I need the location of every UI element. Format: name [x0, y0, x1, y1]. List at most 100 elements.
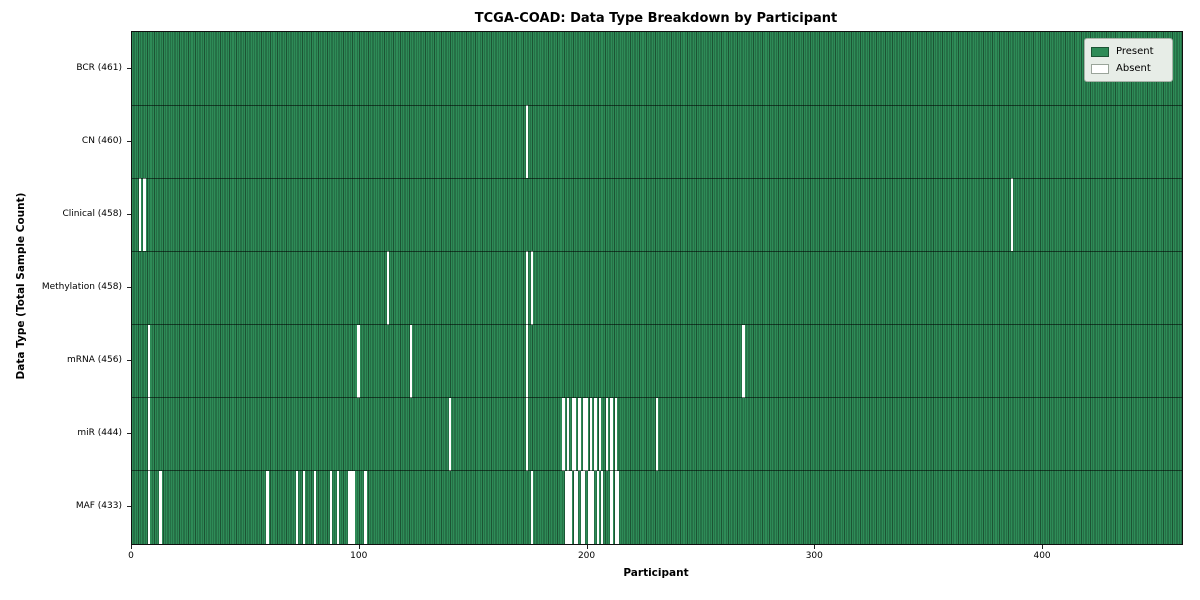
- x-tick-label: 200: [577, 551, 596, 561]
- y-tick-label: MAF (433): [75, 501, 122, 512]
- y-tick-mark: [126, 67, 131, 69]
- absent-bar: [147, 470, 151, 544]
- absent-bar: [742, 324, 745, 398]
- heatmap-row-BCR: [132, 32, 1182, 105]
- row-separator: [132, 177, 1182, 179]
- absent-bar: [594, 397, 597, 471]
- y-tick-mark: [126, 287, 131, 288]
- x-tick-label: 300: [805, 551, 823, 561]
- y-tick-mark: [126, 360, 131, 362]
- legend-absent-swatch-icon: [1091, 63, 1109, 74]
- absent-bar: [567, 470, 570, 544]
- x-tick-label: 400: [1033, 551, 1051, 561]
- row-separator: [132, 397, 1182, 399]
- row-separator: [132, 324, 1182, 326]
- row-separator: [132, 470, 1182, 472]
- y-tick-label: miR (444): [77, 428, 122, 439]
- absent-bar: [589, 397, 593, 471]
- absent-bar: [143, 178, 146, 252]
- absent-bar: [266, 470, 269, 544]
- legend-item-absent: Absent: [1091, 60, 1166, 77]
- y-tick-label: mRNA (456): [67, 355, 122, 366]
- heatmap-row-MAF: [132, 470, 1182, 544]
- absent-bar: [573, 397, 577, 471]
- chart-title: TCGA-COAD: Data Type Breakdown by Partic…: [474, 11, 838, 26]
- y-tick-label: Clinical (458): [62, 208, 122, 219]
- absent-bar: [147, 397, 151, 471]
- absent-bar: [387, 251, 390, 325]
- plot-area: [131, 31, 1183, 545]
- absent-bar: [567, 397, 570, 471]
- y-tick-mark: [126, 140, 131, 142]
- y-tick-mark: [126, 506, 131, 508]
- absent-bar: [576, 470, 579, 544]
- absent-bar: [614, 397, 618, 471]
- y-tick-mark: [126, 213, 131, 215]
- absent-bar: [564, 470, 568, 544]
- absent-bar: [1011, 178, 1014, 252]
- absent-bar: [655, 397, 659, 471]
- absent-bar: [582, 397, 586, 471]
- legend-present-swatch-icon: [1091, 46, 1109, 57]
- absent-bar: [580, 470, 583, 544]
- absent-bar: [330, 470, 333, 544]
- absent-bar: [562, 397, 565, 471]
- absent-bar: [336, 470, 340, 544]
- absent-bar: [350, 470, 353, 544]
- y-tick-mark: [126, 433, 131, 435]
- x-tick-mark: [1042, 545, 1044, 549]
- absent-bar: [585, 397, 588, 471]
- heatmap-row-CN: [132, 105, 1182, 179]
- absent-bar: [526, 251, 529, 325]
- absent-bar: [526, 397, 529, 471]
- heatmap-row-Methylation: [132, 251, 1182, 325]
- absent-bar: [352, 470, 356, 544]
- absent-bar: [614, 470, 618, 544]
- x-tick-mark: [358, 545, 360, 549]
- legend-present-label: Present: [1116, 46, 1154, 57]
- absent-bar: [598, 397, 602, 471]
- legend: Present Absent: [1084, 38, 1173, 82]
- heatmap-row-Clinical: [132, 178, 1182, 252]
- y-tick-label: Methylation (458): [41, 282, 122, 292]
- absent-bar: [348, 470, 351, 544]
- y-tick-label: BCR (461): [76, 62, 122, 73]
- y-tick-label: CN (460): [81, 135, 122, 146]
- x-tick-label: 100: [350, 551, 368, 561]
- x-tick-mark: [586, 545, 588, 549]
- absent-bar: [589, 470, 593, 544]
- absent-bar: [357, 324, 360, 398]
- absent-bar: [605, 397, 609, 471]
- heatmap-row-miR: [132, 397, 1182, 471]
- absent-bar: [530, 470, 533, 544]
- absent-bar: [596, 470, 599, 544]
- absent-bar: [364, 470, 367, 544]
- absent-bar: [582, 470, 586, 544]
- absent-bar: [159, 470, 162, 544]
- absent-bar: [138, 178, 142, 252]
- legend-absent-label: Absent: [1116, 63, 1151, 74]
- absent-bar: [448, 397, 451, 471]
- absent-bar: [409, 324, 413, 398]
- row-separator: [132, 250, 1182, 252]
- absent-bar: [526, 324, 529, 398]
- absent-bar: [592, 470, 595, 544]
- x-tick-mark: [814, 545, 816, 549]
- x-tick-label: 0: [128, 551, 134, 561]
- absent-bar: [578, 397, 581, 471]
- absent-bar: [569, 470, 572, 544]
- absent-bar: [314, 470, 317, 544]
- x-tick-mark: [131, 545, 132, 549]
- legend-item-present: Present: [1091, 43, 1166, 60]
- absent-bar: [617, 470, 620, 544]
- absent-bar: [530, 251, 533, 325]
- row-separator: [132, 104, 1182, 106]
- absent-bar: [302, 470, 306, 544]
- absent-bar: [587, 470, 590, 544]
- absent-bar: [571, 397, 574, 471]
- absent-bar: [573, 470, 577, 544]
- absent-bar: [610, 470, 613, 544]
- absent-bar: [147, 324, 151, 398]
- absent-bar: [610, 397, 613, 471]
